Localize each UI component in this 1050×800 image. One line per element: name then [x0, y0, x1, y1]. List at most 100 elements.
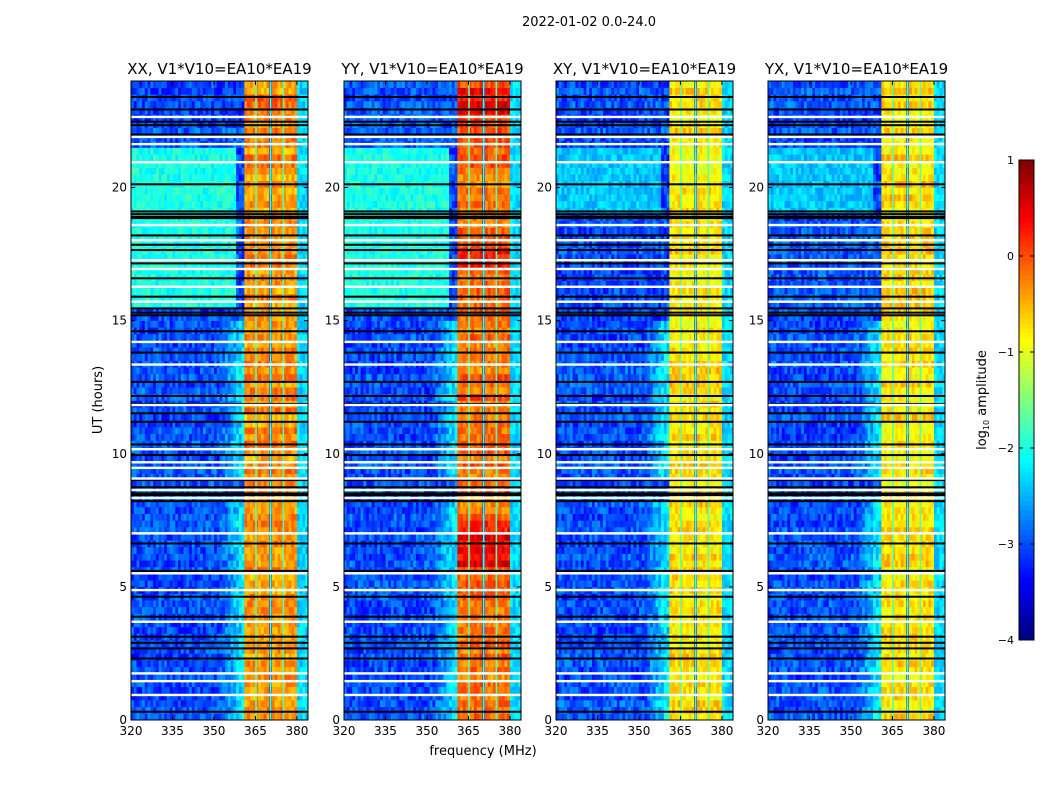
heatmap-cell: [139, 507, 142, 514]
heatmap-cell: [300, 627, 303, 634]
heatmap-cell: [294, 201, 297, 208]
heatmap-cell: [261, 367, 264, 374]
heatmap-cell: [192, 547, 195, 554]
heatmap-cell: [233, 414, 236, 421]
heatmap-cell: [184, 387, 187, 394]
heatmap-cell: [195, 414, 198, 421]
heatmap-cell: [231, 354, 234, 361]
heatmap-cell: [139, 520, 142, 527]
heatmap-cell: [172, 387, 175, 394]
heatmap-cell: [175, 627, 178, 634]
heatmap-cell: [261, 334, 264, 341]
heatmap-cell: [286, 414, 289, 421]
heatmap-cell: [197, 687, 200, 694]
heatmap-cell: [172, 334, 175, 341]
heatmap-cell: [258, 687, 261, 694]
heatmap-cell: [170, 321, 173, 328]
heatmap-cell: [250, 201, 253, 208]
heatmap-cell: [181, 547, 184, 554]
heatmap-cell: [217, 600, 220, 607]
heatmap-cell: [195, 480, 198, 487]
heatmap-cell: [167, 427, 170, 434]
heatmap-cell: [142, 700, 145, 707]
heatmap-cell: [139, 514, 142, 521]
heatmap-cell: [297, 580, 300, 587]
heatmap-cell: [236, 387, 239, 394]
heatmap-cell: [250, 414, 253, 421]
heatmap-cell: [258, 700, 261, 707]
heatmap-cell: [233, 713, 236, 720]
heatmap-cell: [137, 374, 140, 381]
heatmap-cell: [267, 201, 270, 208]
heatmap-cell: [175, 713, 178, 720]
heatmap-cell: [220, 607, 223, 614]
heatmap-cell: [258, 287, 261, 294]
heatmap-cell: [214, 387, 217, 394]
heatmap-cell: [159, 334, 162, 341]
heatmap-cell: [242, 394, 245, 401]
heatmap-cell: [203, 700, 206, 707]
heatmap-cell: [172, 414, 175, 421]
heatmap-cell: [142, 627, 145, 634]
heatmap-cell: [222, 607, 225, 614]
heatmap-cell: [275, 334, 278, 341]
heatmap-cell: [203, 394, 206, 401]
heatmap-cell: [267, 520, 270, 527]
heatmap-cell: [203, 227, 206, 234]
heatmap-cell: [250, 321, 253, 328]
heatmap-cell: [134, 574, 137, 581]
heatmap-cell: [291, 367, 294, 374]
heatmap-cell: [208, 201, 211, 208]
heatmap-cell: [195, 574, 198, 581]
heatmap-cell: [184, 547, 187, 554]
heatmap-cell: [172, 547, 175, 554]
heatmap-cell: [302, 414, 305, 421]
heatmap-cell: [242, 600, 245, 607]
heatmap-cell: [233, 580, 236, 587]
heatmap-cell: [247, 434, 250, 441]
heatmap-cell: [267, 227, 270, 234]
heatmap-cell: [272, 514, 275, 521]
heatmap-cell: [200, 480, 203, 487]
heatmap-cell: [178, 321, 181, 328]
heatmap-cell: [148, 520, 151, 527]
heatmap-cell: [142, 427, 145, 434]
heatmap-cell: [167, 580, 170, 587]
heatmap-cell: [250, 547, 253, 554]
heatmap-cell: [225, 287, 228, 294]
heatmap-cell: [211, 514, 214, 521]
heatmap-cell: [161, 534, 164, 541]
heatmap-cell: [184, 574, 187, 581]
heatmap-cell: [250, 354, 253, 361]
heatmap-cell: [272, 660, 275, 667]
heatmap-cell: [175, 321, 178, 328]
heatmap-cell: [214, 554, 217, 561]
heatmap-cell: [148, 287, 151, 294]
heatmap-cell: [192, 387, 195, 394]
heatmap-cell: [172, 607, 175, 614]
heatmap-cell: [145, 334, 148, 341]
heatmap-cell: [242, 574, 245, 581]
heatmap-cell: [161, 554, 164, 561]
heatmap-cell: [261, 580, 264, 587]
heatmap-cell: [148, 580, 151, 587]
heatmap-cell: [139, 600, 142, 607]
heatmap-cell: [142, 354, 145, 361]
heatmap-cell: [261, 534, 264, 541]
heatmap-cell: [164, 434, 167, 441]
heatmap-cell: [156, 600, 159, 607]
heatmap-cell: [156, 414, 159, 421]
heatmap-cell: [297, 607, 300, 614]
heatmap-cell: [214, 427, 217, 434]
heatmap-cell: [161, 480, 164, 487]
heatmap-cell: [247, 367, 250, 374]
heatmap-cell: [233, 387, 236, 394]
heatmap-cell: [239, 574, 242, 581]
heatmap-cell: [164, 627, 167, 634]
heatmap-cell: [300, 480, 303, 487]
heatmap-cell: [148, 414, 151, 421]
heatmap-cell: [236, 560, 239, 567]
heatmap-cell: [297, 520, 300, 527]
heatmap-cell: [250, 480, 253, 487]
heatmap-cell: [200, 374, 203, 381]
